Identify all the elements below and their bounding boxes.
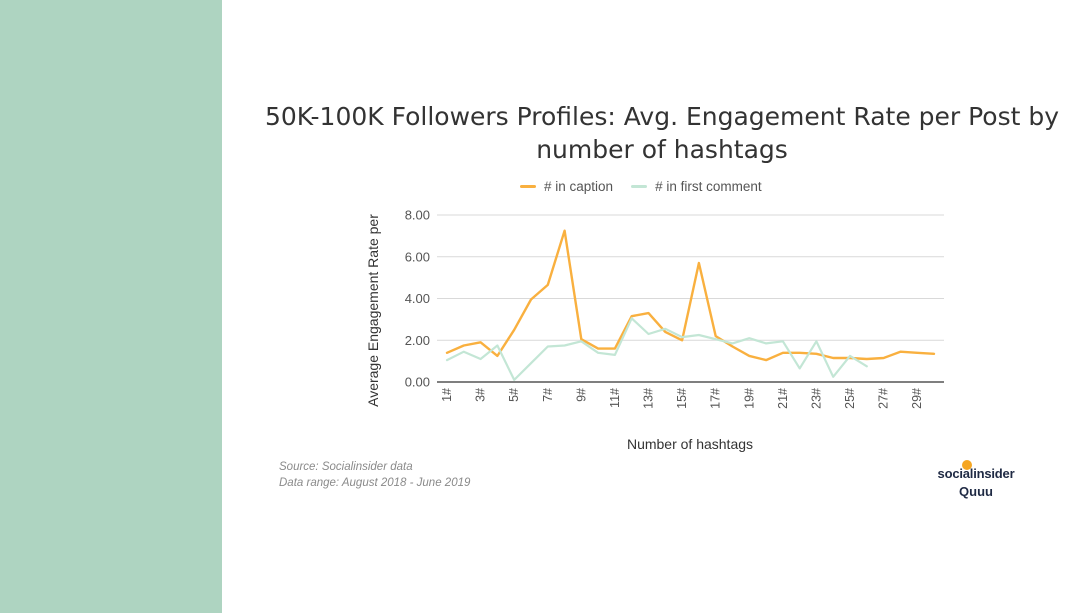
- legend-item-caption: # in caption: [520, 179, 613, 194]
- series-line-first-comment: [445, 317, 868, 381]
- y-tick-label: 8.00: [405, 208, 430, 223]
- x-tick-label: 21#: [776, 388, 790, 409]
- y-tick-label: 6.00: [405, 249, 430, 264]
- x-tick-label: 11#: [608, 388, 622, 408]
- x-tick-label: 19#: [742, 388, 756, 409]
- source-note: Source: Socialinsider data Data range: A…: [279, 459, 470, 491]
- legend-label-caption: # in caption: [544, 178, 614, 194]
- legend-swatch-caption: [520, 184, 536, 188]
- y-axis-title: Average Engagement Rate per: [365, 214, 381, 407]
- legend: # in caption # in first comment: [520, 177, 762, 195]
- data-range-line: Data range: August 2018 - June 2019: [279, 477, 471, 489]
- legend-item-first-comment: # in first comment: [631, 179, 762, 194]
- x-tick-label: 9#: [574, 388, 588, 402]
- source-line: Source: Socialinsider data: [279, 461, 413, 473]
- x-tick-label: 27#: [877, 388, 891, 409]
- x-tick-label: 17#: [709, 388, 723, 409]
- logo-quuu: Quuu: [959, 484, 993, 499]
- y-tick-label: 0.00: [405, 375, 430, 390]
- side-band: [0, 0, 222, 613]
- x-tick-label: 25#: [843, 388, 857, 409]
- logo-dot-icon: [962, 460, 972, 470]
- x-tick-label: 29#: [910, 388, 924, 409]
- y-tick-label: 4.00: [405, 291, 430, 306]
- x-tick-label: 7#: [541, 388, 555, 402]
- x-tick-label: 1#: [440, 388, 454, 402]
- x-tick-label: 3#: [474, 388, 488, 402]
- brand-logo: socialinsider Quuu: [930, 460, 1022, 499]
- y-tick-label: 2.00: [405, 333, 430, 348]
- logo-main-text: socialinsider: [937, 466, 1015, 481]
- x-tick-label: 15#: [675, 388, 689, 409]
- legend-label-first-comment: # in first comment: [655, 178, 762, 194]
- x-tick-label: 5#: [507, 388, 521, 402]
- logo-socialinsider: socialinsider: [930, 460, 1022, 481]
- chart-title: 50K-100K Followers Profiles: Avg. Engage…: [264, 102, 1060, 164]
- x-tick-label: 23#: [809, 388, 823, 409]
- x-tick-label: 13#: [642, 388, 656, 409]
- legend-swatch-first-comment: [631, 184, 648, 188]
- x-axis-title: Number of hashtags: [627, 436, 753, 452]
